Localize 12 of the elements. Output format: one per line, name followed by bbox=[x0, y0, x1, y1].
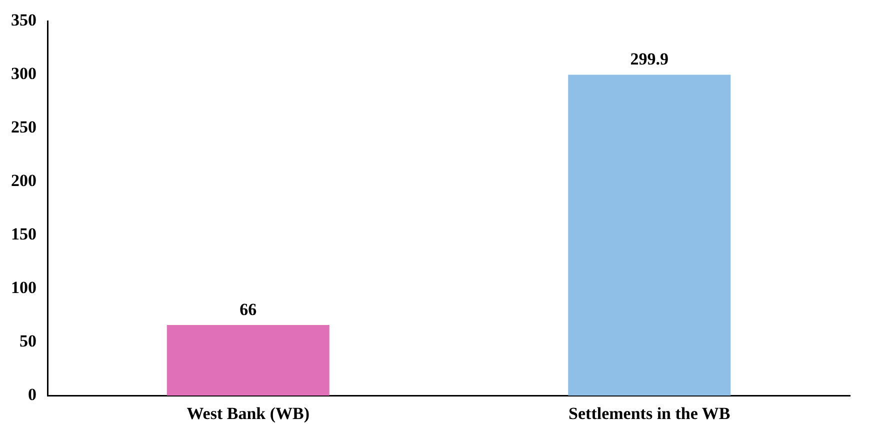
y-tick-label: 250 bbox=[11, 118, 36, 137]
x-tick-label: West Bank (WB) bbox=[186, 404, 310, 424]
y-tick-label: 0 bbox=[28, 384, 36, 404]
y-tick-label: 100 bbox=[11, 278, 36, 298]
x-tick-label: Settlements in the WB bbox=[568, 404, 730, 424]
y-tick-label: 200 bbox=[11, 171, 36, 190]
y-tick-label: 50 bbox=[20, 332, 36, 351]
y-tick-label: 150 bbox=[11, 224, 36, 244]
data-label: 66 bbox=[240, 300, 257, 319]
y-tick-label: 300 bbox=[11, 64, 36, 84]
data-label: 299.9 bbox=[630, 50, 668, 69]
y-tick-label: 350 bbox=[11, 10, 36, 30]
